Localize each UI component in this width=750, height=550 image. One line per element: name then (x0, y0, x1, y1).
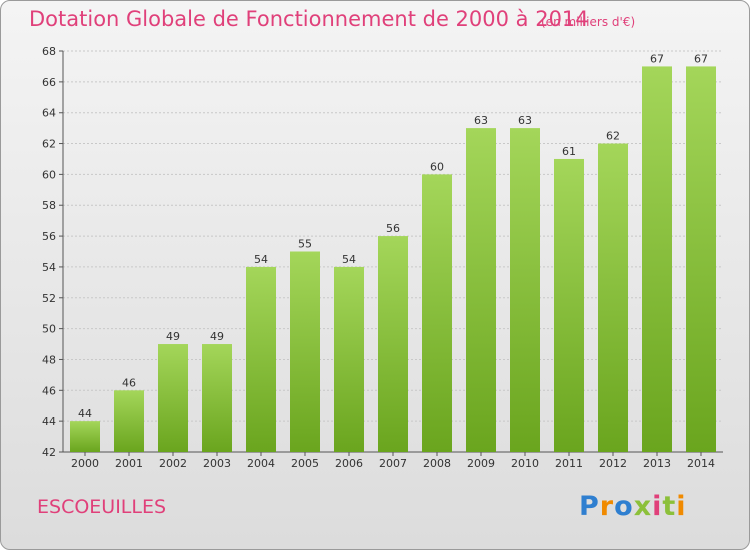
logo-letter: i (652, 491, 663, 522)
proxiti-logo: Proxiti (579, 491, 687, 522)
commune-name: ESCOEUILLES (37, 496, 167, 518)
bar-2006 (334, 266, 364, 452)
bar-2014 (686, 66, 716, 452)
chart-title: Dotation Globale de Fonctionnement de 20… (29, 7, 589, 31)
bar-2005 (290, 251, 320, 452)
bar-value-label: 62 (606, 130, 620, 143)
bar-value-label: 56 (386, 222, 400, 235)
bar-value-label: 67 (694, 52, 708, 65)
chart-subtitle: (en milliers d'€) (541, 15, 636, 29)
x-tick-label: 2011 (555, 457, 583, 470)
bar-2012 (598, 143, 628, 453)
logo-letter: t (662, 491, 677, 522)
bar-value-label: 60 (430, 160, 444, 173)
bar-value-label: 63 (518, 114, 532, 127)
bar-value-label: 46 (122, 376, 136, 389)
y-tick-label: 62 (42, 138, 56, 151)
x-tick-label: 2001 (115, 457, 143, 470)
logo-letter: o (614, 491, 634, 522)
x-tick-label: 2013 (643, 457, 671, 470)
y-tick-label: 64 (42, 107, 56, 120)
bar-2009 (466, 128, 496, 452)
x-tick-label: 2003 (203, 457, 231, 470)
bar-2011 (554, 158, 584, 452)
axis-layer: 42 44 46 48 50 52 54 56 58 60 62 64 66 68 2000 2001 2002… (42, 45, 723, 470)
y-tick-label: 66 (42, 76, 56, 89)
bar-value-label: 44 (78, 407, 92, 420)
x-tick-label: 2004 (247, 457, 275, 470)
y-tick-label: 44 (42, 415, 56, 428)
y-tick-label: 48 (42, 353, 56, 366)
bar-value-label: 55 (298, 238, 312, 251)
x-tick-label: 2006 (335, 457, 363, 470)
x-tick-label: 2005 (291, 457, 319, 470)
y-tick-label: 60 (42, 168, 56, 181)
x-tick-label: 2008 (423, 457, 451, 470)
y-tick-label: 54 (42, 261, 56, 274)
x-tick-label: 2012 (599, 457, 627, 470)
y-tick-label: 68 (42, 45, 56, 58)
logo-letter: r (599, 491, 615, 522)
bar-value-label: 54 (254, 253, 268, 266)
logo-letter: i (676, 491, 687, 522)
x-tick-label: 2000 (71, 457, 99, 470)
x-tick-label: 2009 (467, 457, 495, 470)
bar-2004 (246, 266, 276, 452)
bar-2008 (422, 174, 452, 452)
y-tick-label: 58 (42, 199, 56, 212)
y-tick-label: 50 (42, 323, 56, 336)
bar-value-label: 49 (166, 330, 180, 343)
logo-letter: P (579, 491, 600, 522)
y-tick-label: 52 (42, 292, 56, 305)
logo-letter: x (633, 491, 653, 522)
bar-2010 (510, 128, 540, 452)
x-tick-label: 2007 (379, 457, 407, 470)
x-tick-label: 2002 (159, 457, 187, 470)
label-layer: 44 46 49 49 54 55 54 56 60 63 63 61 62 67 67 (78, 52, 708, 420)
bar-2007 (378, 236, 408, 452)
bar-layer (70, 66, 716, 453)
bar-value-label: 61 (562, 145, 576, 158)
x-tick-label: 2014 (687, 457, 715, 470)
bar-value-label: 54 (342, 253, 356, 266)
bar-value-label: 67 (650, 52, 664, 65)
bar-value-label: 63 (474, 114, 488, 127)
x-tick-label: 2010 (511, 457, 539, 470)
bar-2000 (70, 421, 100, 452)
y-tick-label: 56 (42, 230, 56, 243)
bar-2002 (158, 344, 188, 452)
bar-2013 (642, 66, 672, 452)
y-tick-label: 42 (42, 446, 56, 459)
y-tick-label: 46 (42, 384, 56, 397)
bar-2001 (114, 390, 144, 452)
bar-value-label: 49 (210, 330, 224, 343)
bar-2003 (202, 344, 232, 452)
